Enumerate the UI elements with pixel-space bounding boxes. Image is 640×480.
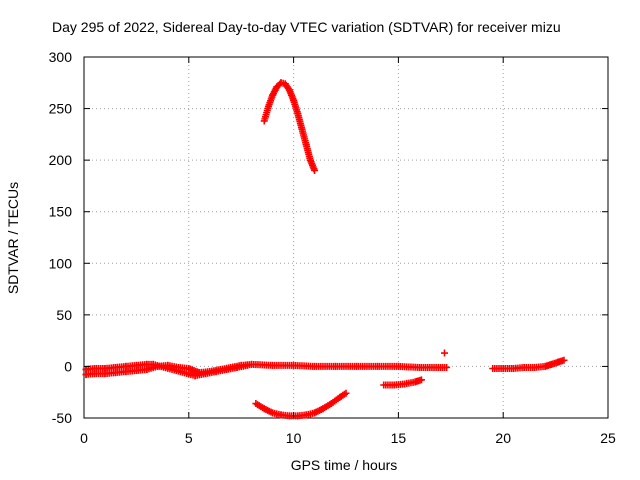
- series-arc-lower: [252, 389, 350, 420]
- y-tick-label: 250: [49, 101, 73, 117]
- x-axis-label: GPS time / hours: [291, 457, 398, 473]
- series-arc-upper: [260, 79, 319, 174]
- series-baseline-3: [489, 356, 568, 372]
- y-tick-label: 200: [49, 152, 73, 168]
- x-tick-label: 5: [185, 430, 193, 446]
- y-tick-label: 50: [56, 307, 72, 323]
- data-point: [342, 389, 350, 397]
- series-point-17: [441, 349, 449, 357]
- data-point: [560, 356, 568, 364]
- series-baseline-1b: [82, 360, 251, 380]
- y-tick-label: 150: [49, 204, 73, 220]
- plot-frame: [83, 56, 609, 419]
- data-point: [311, 166, 319, 174]
- y-tick-label: 0: [64, 358, 72, 374]
- data-point: [417, 376, 425, 384]
- data-point: [441, 349, 449, 357]
- y-axis-label: SDTVAR / TECUs: [5, 182, 21, 294]
- x-tick-label: 15: [391, 430, 407, 446]
- x-tick-label: 20: [495, 430, 511, 446]
- x-tick-label: 25: [600, 430, 616, 446]
- y-tick-label: 100: [49, 255, 73, 271]
- chart-title: Day 295 of 2022, Sidereal Day-to-day VTE…: [52, 19, 561, 35]
- data-point: [243, 361, 251, 369]
- y-tick-label: 300: [49, 49, 73, 65]
- y-tick-label: -50: [52, 410, 72, 426]
- data-layer: [82, 79, 568, 420]
- data-point: [443, 363, 451, 371]
- x-tick-label: 0: [80, 430, 88, 446]
- axis-ticks: 0 5 10 15 20 25 -50 0 50 100 150 200 250 300: [49, 49, 616, 446]
- plot-border: [83, 56, 609, 419]
- series-segment-15: [380, 376, 425, 389]
- series-baseline-2: [248, 360, 451, 371]
- x-tick-label: 10: [286, 430, 302, 446]
